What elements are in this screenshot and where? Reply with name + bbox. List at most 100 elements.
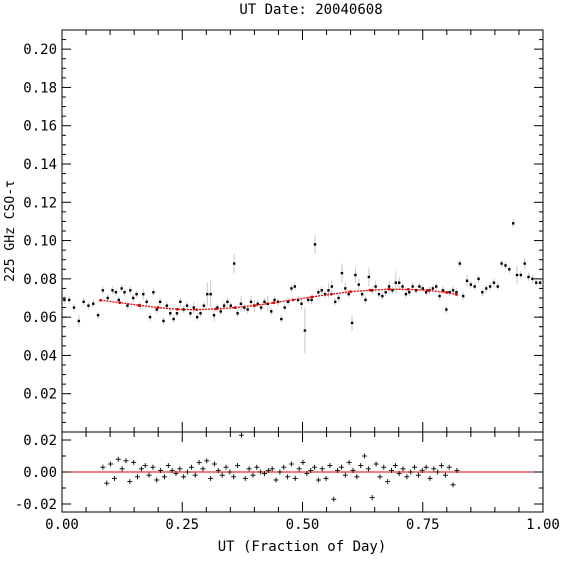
residual-panel: -0.02 0.00 0.02 0.00 0.25 0.50 0.75 1.00 UT (F… <box>15 431 560 555</box>
residual-point <box>173 471 179 477</box>
residual-point <box>292 475 298 481</box>
data-point <box>310 298 313 302</box>
data-point <box>408 291 411 294</box>
residual-point <box>350 467 356 473</box>
data-point <box>337 296 340 300</box>
residual-point <box>385 479 391 485</box>
residual-point <box>119 466 125 472</box>
data-point <box>236 312 239 315</box>
residual-plot-area <box>62 432 543 502</box>
data-point <box>515 273 519 277</box>
residual-point <box>208 475 214 481</box>
residual-point <box>312 464 318 470</box>
fit-point <box>387 287 391 291</box>
data-point <box>327 289 330 292</box>
residual-point <box>200 466 206 472</box>
residual-point <box>435 469 441 475</box>
data-point <box>155 308 158 311</box>
residual-point <box>404 474 410 480</box>
data-point <box>527 275 530 279</box>
data-point <box>129 289 132 292</box>
data-point <box>300 302 303 305</box>
residual-point <box>265 467 271 473</box>
residual-y-tick-label: 0.02 <box>23 433 57 449</box>
residual-point <box>358 463 364 469</box>
data-point <box>367 275 371 279</box>
residual-point <box>273 477 279 483</box>
data-point <box>293 285 297 288</box>
data-point <box>162 319 165 323</box>
fit-point <box>233 306 237 309</box>
data-point <box>481 291 484 294</box>
data-point <box>374 285 377 288</box>
data-point <box>317 291 320 294</box>
data-point <box>212 314 216 317</box>
data-point <box>96 314 100 317</box>
data-point <box>206 292 209 296</box>
residual-point <box>111 475 117 481</box>
x-tick-label: 0.25 <box>165 517 199 533</box>
residual-point <box>431 466 437 472</box>
data-point <box>523 262 526 265</box>
residual-point <box>108 461 114 467</box>
data-point <box>458 262 461 265</box>
residual-point <box>227 469 233 475</box>
x-axis-label: UT (Fraction of Day) <box>218 539 387 555</box>
residual-point <box>231 474 237 480</box>
y-tick-label: 0.02 <box>23 387 57 403</box>
residual-point <box>304 471 310 477</box>
data-point <box>535 281 538 284</box>
residual-point <box>281 464 287 470</box>
residual-point <box>419 467 425 473</box>
residual-point <box>423 464 429 470</box>
data-point <box>179 300 182 304</box>
residual-point <box>323 475 329 481</box>
data-point <box>256 302 259 305</box>
chart-title: UT Date: 20040608 <box>239 2 382 18</box>
data-point <box>391 289 394 292</box>
data-point <box>135 292 138 296</box>
data-point <box>77 319 81 323</box>
residual-point <box>215 467 221 473</box>
residual-point <box>369 495 375 501</box>
data-point <box>145 300 148 304</box>
upper-y-axis: 0.02 0.04 0.06 0.08 0.10 0.12 0.14 0.16 0.18 0.20 <box>23 39 543 423</box>
data-point <box>111 289 114 292</box>
data-point <box>504 264 507 267</box>
residual-y-axis: -0.02 0.00 0.02 <box>15 433 543 513</box>
residual-point <box>161 474 167 480</box>
residual-point <box>373 461 379 467</box>
data-point <box>303 329 307 332</box>
y-tick-label: 0.06 <box>23 310 57 326</box>
fit-point <box>329 292 333 296</box>
data-point <box>263 300 266 304</box>
data-point <box>101 289 105 292</box>
data-point <box>175 312 179 315</box>
fit-point <box>99 298 102 302</box>
data-point <box>473 285 476 288</box>
residual-point <box>219 472 225 478</box>
residual-point <box>262 471 268 477</box>
fit-point <box>406 287 410 291</box>
data-point <box>216 306 219 309</box>
data-point <box>496 285 499 288</box>
data-point <box>394 281 398 284</box>
data-point <box>424 291 428 294</box>
y-tick-label: 0.14 <box>23 157 57 173</box>
residual-point <box>454 467 460 473</box>
data-point <box>131 296 135 300</box>
residual-point <box>450 482 456 488</box>
residual-point <box>400 466 406 472</box>
residual-point <box>381 464 387 470</box>
data-point <box>330 285 334 288</box>
data-point <box>114 291 118 294</box>
data-point <box>340 271 344 275</box>
data-point <box>418 285 421 288</box>
data-point <box>182 308 185 311</box>
residual-point <box>288 461 294 467</box>
data-point <box>451 289 455 292</box>
fit-point <box>310 295 314 299</box>
residual-point <box>169 467 175 473</box>
data-point <box>283 306 286 309</box>
x-tick-label: 0.00 <box>45 517 79 533</box>
